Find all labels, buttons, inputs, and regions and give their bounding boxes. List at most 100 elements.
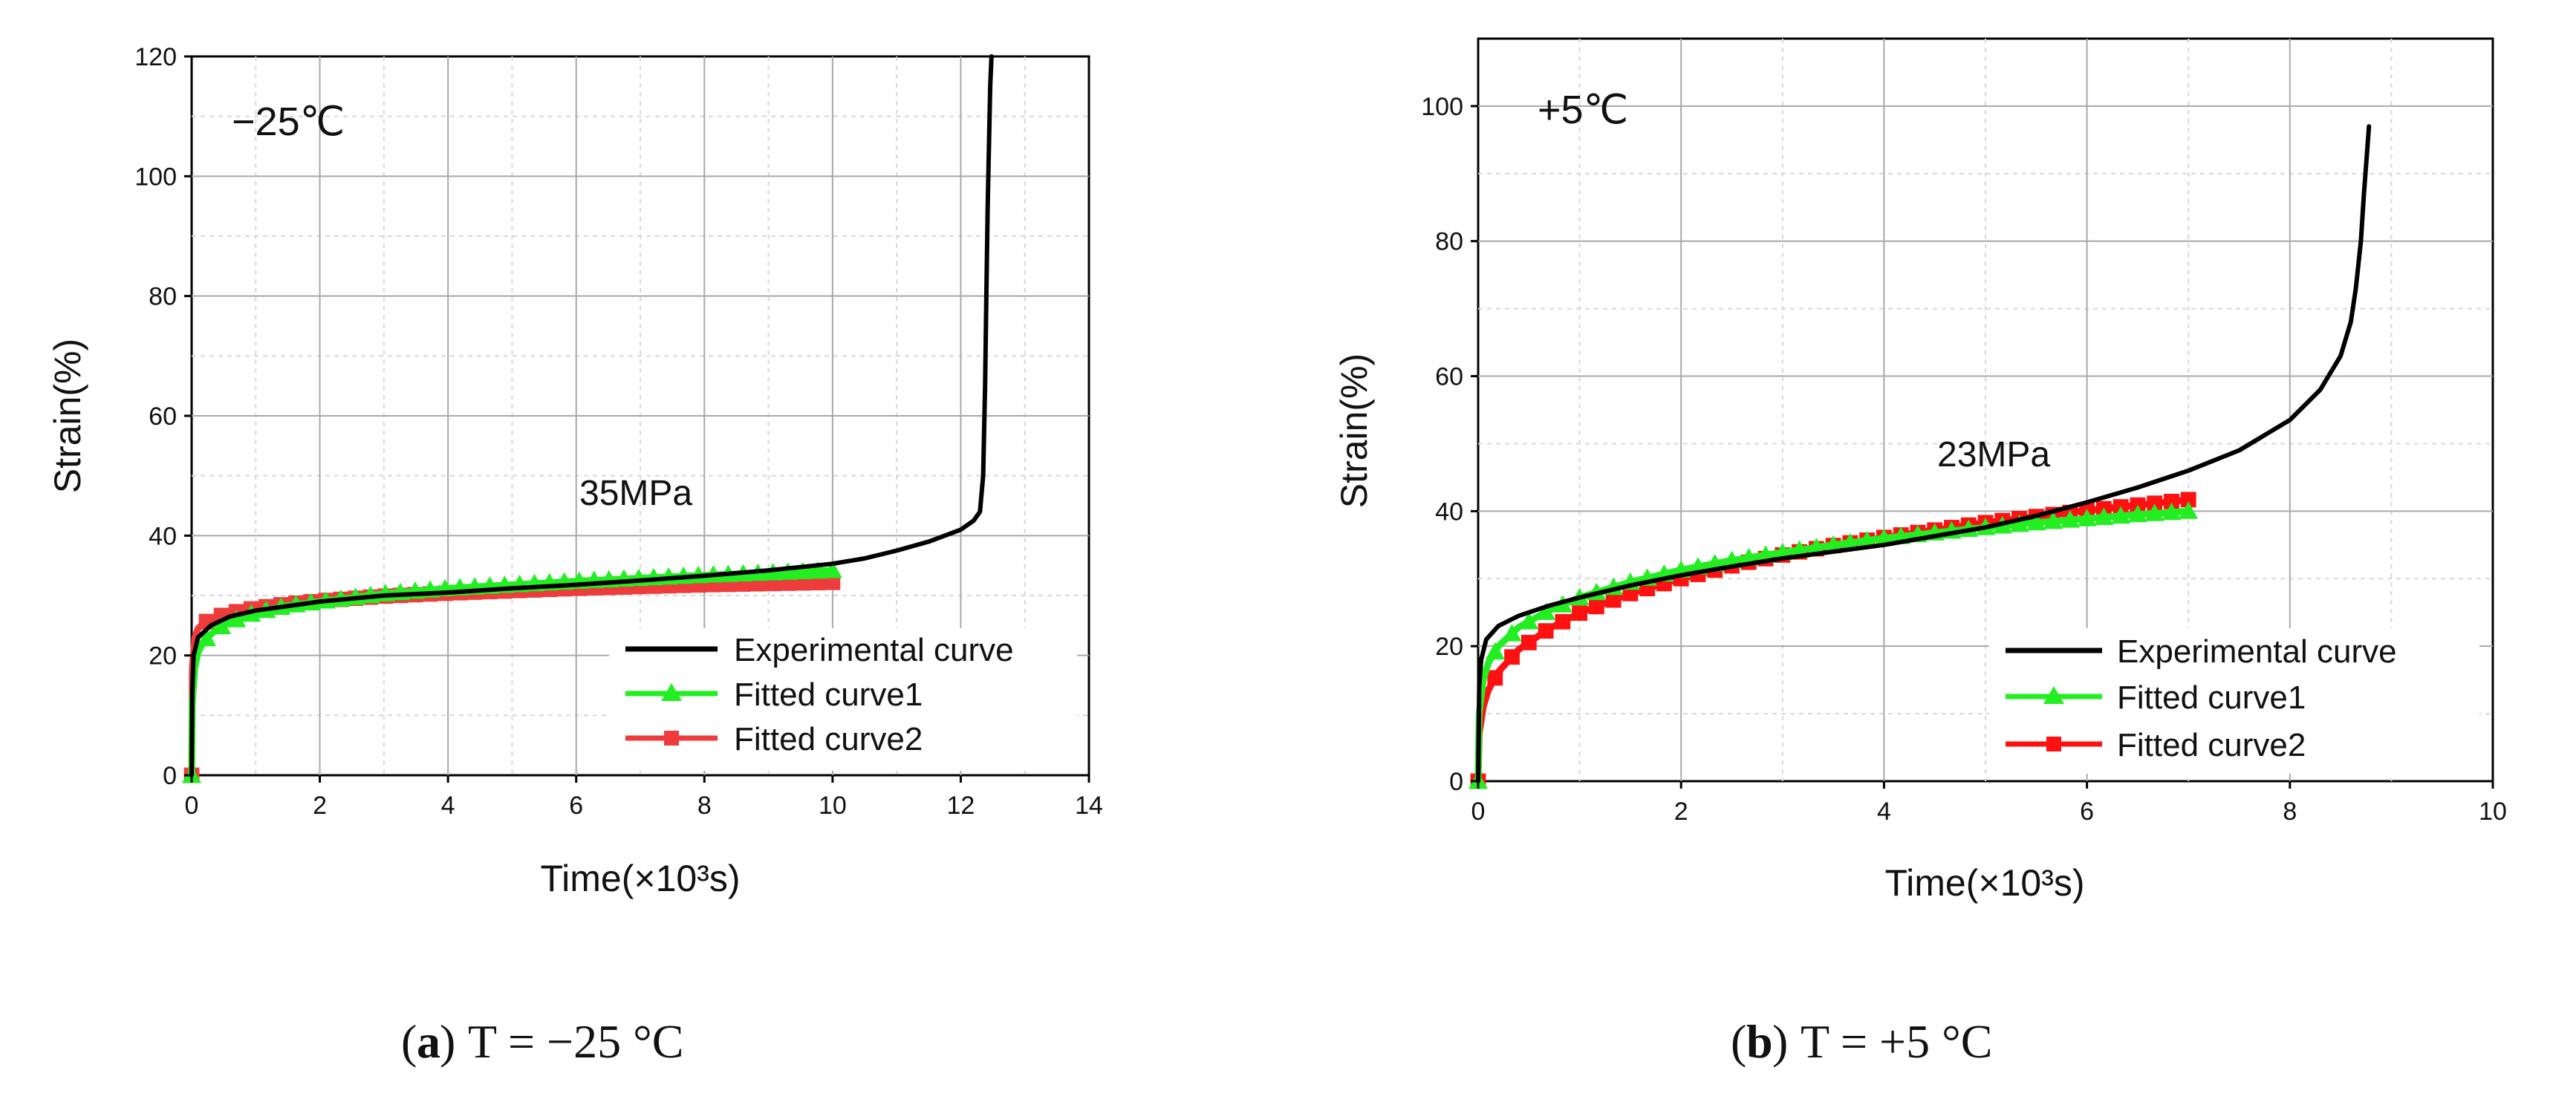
chart-a: 0 2 4 6 8 10 12 14 0 20 40 60 80 100 120 −25℃ 35MPa St… <box>47 43 1103 899</box>
chart-a-x-tick-label: 0 <box>185 792 199 820</box>
chart-b-y-tick-label: 80 <box>1435 228 1463 256</box>
chart-b-x-tick-label: 0 <box>1471 798 1486 826</box>
chart-a-x-tick-label: 6 <box>569 792 583 820</box>
chart-b-marker-fitted-curve1 <box>1485 642 1505 660</box>
chart-b-marker-fitted-curve1 <box>1840 532 1860 551</box>
chart-b-marker-fitted-curve2 <box>1572 605 1587 622</box>
chart-b-legend-marker-fitted1 <box>2043 686 2064 704</box>
chart-b-marker-fitted-curve1 <box>1519 612 1539 630</box>
chart-b-stress-annotation: 23MPa <box>1937 435 2050 475</box>
chart-b-y-tick-label: 0 <box>1449 768 1463 796</box>
chart-a-y-tick-label: 40 <box>149 522 177 550</box>
chart-b-legend-label-experimental: Experimental curve <box>2117 633 2397 670</box>
caption-a-close-paren: ) <box>440 1015 455 1068</box>
chart-b-x-tick-label: 10 <box>2479 798 2507 826</box>
chart-a-temperature-annotation: −25℃ <box>232 100 345 144</box>
chart-b-marker-fitted-curve1 <box>2043 512 2063 529</box>
chart-b-temperature-annotation: +5℃ <box>1538 88 1628 132</box>
chart-b-legend-label-fitted2: Fitted curve2 <box>2117 727 2306 763</box>
chart-b-marker-fitted-curve1 <box>1857 530 1877 549</box>
chart-b-marker-fitted-curve1 <box>2077 509 2097 526</box>
chart-a-y-tick-label: 100 <box>134 163 177 191</box>
chart-b-marker-fitted-curve1 <box>1806 538 1827 555</box>
chart-a-x-tick-label: 14 <box>1075 792 1103 820</box>
chart-a-y-axis-label: Strain(%) <box>47 339 88 493</box>
chart-b-marker-fitted-curve1 <box>1536 602 1556 620</box>
chart-b-y-tick-label: 100 <box>1421 93 1463 121</box>
chart-a-legend-label-fitted1: Fitted curve1 <box>734 676 923 713</box>
chart-a-y-tick-label: 60 <box>149 402 177 431</box>
chart-a-legend: Experimental curve Fitted curve1 Fitted … <box>609 628 1077 771</box>
chart-a-y-tick-label: 0 <box>163 762 177 790</box>
chart-a-legend-label-experimental: Experimental curve <box>734 632 1014 668</box>
chart-a-legend-marker-fitted2 <box>664 731 679 746</box>
chart-b-legend-marker-fitted2 <box>2046 737 2061 751</box>
chart-a-x-tick-label: 8 <box>697 792 712 820</box>
chart-b-series-fitted-curve1 <box>1474 507 2192 785</box>
chart-a-y-tick-label: 80 <box>149 283 177 311</box>
chart-b-marker-fitted-curve2 <box>1588 599 1604 615</box>
chart-b-series-experimental-curve <box>1476 124 2372 783</box>
caption-a: ( a ) T = −25 °C <box>401 1015 683 1068</box>
chart-a-x-tick-label: 4 <box>441 792 455 820</box>
chart-b-marker-fitted-curve1 <box>1789 540 1809 558</box>
caption-b-open-paren: ( <box>1731 1015 1746 1068</box>
chart-b-marker-fitted-curve2 <box>1605 592 1622 608</box>
chart-b-marker-fitted-curve2 <box>1487 670 1503 686</box>
chart-b-x-tick-label: 6 <box>2080 798 2094 826</box>
chart-a-x-tick-label: 10 <box>819 792 847 820</box>
chart-b-marker-fitted-curve1 <box>2144 503 2164 521</box>
chart-b-y-axis-label: Strain(%) <box>1333 353 1375 508</box>
chart-b-marker-fitted-curve1 <box>2026 512 2046 531</box>
chart-b-x-axis-label: Time(×10³s) <box>1884 862 2084 904</box>
chart-a-series-experimental-curve <box>189 54 994 777</box>
chart-a-series-layer <box>182 54 994 783</box>
chart-b-marker-fitted-curve1 <box>2127 504 2147 523</box>
chart-b-marker-fitted-curve1 <box>2179 501 2199 519</box>
chart-b-x-tick-label: 4 <box>1877 798 1891 826</box>
chart-a-marker-fitted-curve2 <box>810 575 826 591</box>
chart-a-marker-fitted-curve2 <box>824 574 841 590</box>
caption-a-open-paren: ( <box>401 1015 417 1068</box>
chart-b-y-tick-label: 40 <box>1435 498 1463 526</box>
chart-b-marker-fitted-curve2 <box>1538 623 1554 639</box>
chart-b-marker-fitted-curve1 <box>1874 528 1894 547</box>
chart-a-marker-fitted-curve1 <box>197 628 217 647</box>
caption-b-text: T = +5 °C <box>1801 1015 1992 1068</box>
chart-b-legend-label-fitted1: Fitted curve1 <box>2117 679 2306 716</box>
chart-b-marker-fitted-curve2 <box>2164 493 2179 509</box>
chart-a-x-tick-label: 2 <box>313 792 327 820</box>
chart-a-marker-fitted-curve1 <box>822 561 842 578</box>
caption-a-text: T = −25 °C <box>468 1015 683 1068</box>
chart-b-marker-fitted-curve2 <box>1555 613 1571 630</box>
chart-b-x-tick-label: 2 <box>1674 798 1688 826</box>
chart-b-marker-fitted-curve1 <box>1824 535 1844 553</box>
chart-a-marker-fitted-curve1 <box>778 562 798 580</box>
caption-a-letter: a <box>417 1015 440 1068</box>
chart-b-marker-fitted-curve2 <box>2180 492 2196 508</box>
chart-a-stress-annotation: 35MPa <box>579 474 692 513</box>
chart-b-major-grid <box>1478 39 2493 781</box>
chart-a-x-axis-label: Time(×10³s) <box>540 858 740 899</box>
chart-b-marker-fitted-curve2 <box>1504 649 1520 665</box>
chart-b-marker-fitted-curve2 <box>2147 495 2163 512</box>
chart-a-legend-marker-fitted1 <box>661 683 682 701</box>
chart-a-marker-fitted-curve1 <box>227 610 247 627</box>
caption-b-close-paren: ) <box>1772 1015 1788 1068</box>
chart-b-legend: Experimental curve Fitted curve1 Fitted … <box>1989 628 2479 774</box>
chart-b-marker-fitted-curve1 <box>2060 510 2080 528</box>
caption-b: ( b ) T = +5 °C <box>1731 1015 1992 1068</box>
chart-b-marker-fitted-curve1 <box>2009 514 2029 532</box>
chart-a-y-tick-label: 20 <box>149 642 177 671</box>
chart-a-marker-fitted-curve1 <box>793 561 813 580</box>
chart-a-marker-fitted-curve1 <box>807 561 827 579</box>
chart-b-y-tick-label: 20 <box>1435 633 1463 661</box>
chart-b-marker-fitted-curve1 <box>1502 624 1522 642</box>
chart-a-marker-fitted-curve1 <box>212 616 232 635</box>
chart-b-marker-fitted-curve1 <box>2111 506 2131 524</box>
chart-b-marker-fitted-curve1 <box>2162 502 2182 521</box>
chart-b-x-tick-label: 8 <box>2283 798 2297 826</box>
